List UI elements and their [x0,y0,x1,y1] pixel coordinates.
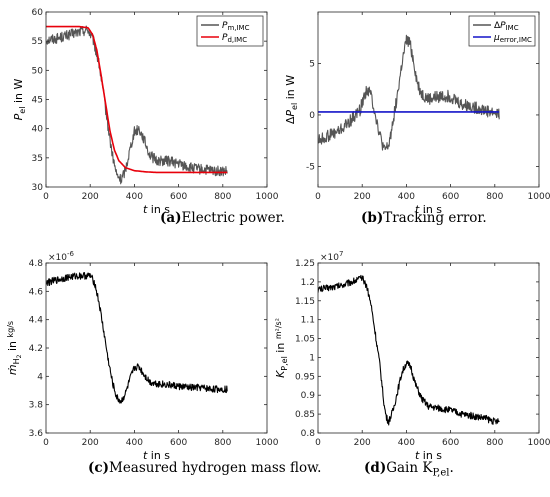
x-tick-label-c-0: 0 [43,438,49,448]
y-tick-label-d-3: 0.95 [295,372,315,382]
legend-label-b-1: μerror,IMC [493,33,532,44]
caption-c-text: Measured hydrogen mass flow. [109,460,322,476]
y-axis-label-c: ṁH2 in kg/s [6,321,23,375]
x-tick-label-c-3: 600 [170,438,187,448]
chart-b: 0 200 400 600 800 1000 -5 0 5 t in s ΔPel in W ΔPIM… [284,11,550,216]
y-tick-label-b-0: -5 [306,162,315,172]
y-tick-label-c-4: 4.4 [29,316,44,326]
caption-a-tag: (a) [160,210,182,226]
legend-box-a [196,15,264,47]
y-tick-label-c-2: 4 [37,372,43,382]
caption-b-tag: (b) [361,210,384,226]
series-line-a-1 [46,25,228,174]
x-axis-label-b: t in s [415,203,442,216]
y-axis-label-a: Pel in W [12,79,27,121]
x-tick-label-a-2: 400 [126,192,143,202]
y-tick-label-a-4: 50 [32,66,44,76]
y-tick-label-a-1: 35 [32,154,43,164]
chart-c: 0 200 400 600 800 1000 3.6 3.8 4 4.2 4.4 4.6 4.8 ×10-… [6,250,279,462]
y-tick-label-d-1: 0.85 [295,410,315,420]
x-tick-label-c-4: 800 [214,438,231,448]
y-tick-label-a-5: 55 [32,37,43,47]
caption-a: (a)Electric power. [160,210,285,226]
legend-label-a-1: Pd,IMC [222,33,247,44]
plot-frame-b [317,11,540,188]
x-tick-label-c-2: 400 [126,438,143,448]
x-tick-label-d-4: 800 [486,438,503,448]
caption-d-tail: . [449,460,454,476]
y-tick-label-c-3: 4.2 [29,344,43,354]
series-line-c-0 [46,272,228,404]
x-tick-label-b-1: 200 [354,192,371,202]
series-line-d-0 [318,274,500,426]
plot-frame-d [317,262,540,434]
y-tick-label-d-0: 0.8 [301,429,316,439]
caption-c: (c)Measured hydrogen mass flow. [88,460,321,476]
y-tick-label-a-6: 60 [32,8,44,18]
y-tick-label-d-4: 1 [309,353,315,363]
x-tick-label-d-3: 600 [442,438,459,448]
y-tick-label-d-8: 1.2 [301,278,315,288]
x-tick-label-d-1: 200 [354,438,371,448]
y-tick-label-d-6: 1.1 [301,316,315,326]
caption-d-tag: (d) [364,460,387,476]
y-axis-label-d: KP,el in m²/s² [274,318,289,378]
caption-b-text: Tracking error. [383,210,487,226]
x-axis-label-c: t in s [143,449,170,462]
x-tick-label-b-4: 800 [486,192,503,202]
y-tick-label-d-2: 0.9 [301,391,316,401]
axis-multiplier-c: ×10-6 [48,250,75,263]
chart-d: 0 200 400 600 800 1000 0.8 0.85 0.9 0.95 1 1.05 1.1 1… [274,250,550,462]
y-tick-label-b-1: 0 [309,111,315,121]
caption-c-tag: (c) [88,460,109,476]
caption-a-text: Electric power. [181,210,285,226]
x-tick-label-a-3: 600 [170,192,187,202]
caption-d: (d)Gain KP,el. [364,460,454,479]
y-tick-label-b-2: 5 [309,59,315,69]
y-tick-label-d-7: 1.15 [295,297,315,307]
y-tick-label-a-0: 30 [32,183,44,193]
x-axis-label-d: t in s [415,449,442,462]
x-axis-label-a: t in s [143,203,170,216]
series-line-b-0 [318,34,500,151]
legend-label-b-0: ΔPIMC [494,21,519,32]
axis-multiplier-d: ×107 [320,250,343,263]
caption-d-sub: P,el [432,467,450,479]
legend-box-b [468,15,536,47]
series-line-a-0 [46,25,228,185]
legend-label-a-0: Pm,IMC [222,21,250,32]
x-tick-label-a-5: 1000 [256,192,279,202]
y-tick-label-d-9: 1.25 [295,259,315,269]
x-tick-label-d-5: 1000 [528,438,550,448]
x-tick-label-a-0: 0 [43,192,49,202]
x-tick-label-c-1: 200 [82,438,99,448]
y-tick-label-c-5: 4.6 [29,287,44,297]
x-tick-label-b-2: 400 [398,192,415,202]
x-tick-label-b-0: 0 [315,192,321,202]
y-tick-label-c-6: 4.8 [29,259,44,269]
x-tick-label-c-5: 1000 [256,438,279,448]
plot-frame-c [45,262,268,434]
y-axis-label-b: ΔPel in W [284,75,299,124]
x-tick-label-a-1: 200 [82,192,99,202]
caption-d-text: Gain K [386,460,433,476]
x-tick-label-b-5: 1000 [528,192,550,202]
y-tick-label-c-0: 3.6 [29,429,44,439]
x-tick-label-a-4: 800 [214,192,231,202]
y-tick-label-c-1: 3.8 [29,401,44,411]
x-tick-label-d-0: 0 [315,438,321,448]
caption-b: (b)Tracking error. [361,210,487,226]
y-tick-label-a-2: 40 [32,125,44,135]
x-tick-label-d-2: 400 [398,438,415,448]
chart-a: 0 200 400 600 800 1000 30 35 40 45 50 55 60 t in s Pel… [12,8,279,216]
y-tick-label-d-5: 1.05 [295,335,315,345]
x-tick-label-b-3: 600 [442,192,459,202]
y-tick-label-a-3: 45 [32,96,43,106]
